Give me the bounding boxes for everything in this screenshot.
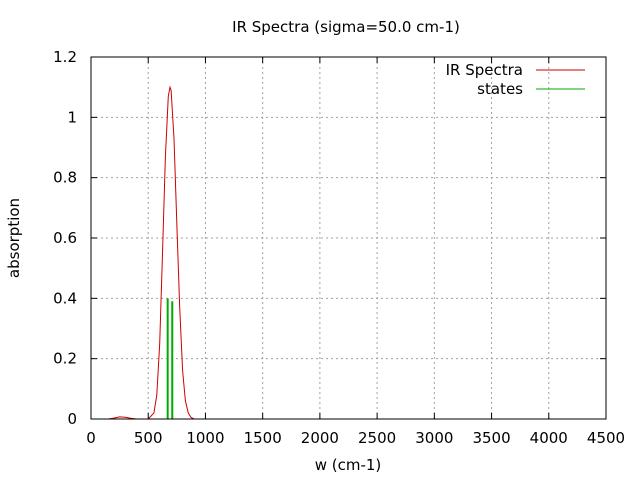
x-tick-label: 0 [86, 429, 96, 447]
plot-series [108, 85, 584, 420]
x-axis-label: w (cm-1) [315, 456, 382, 474]
y-tick-label: 1 [67, 108, 77, 126]
x-tick-label: 4000 [530, 429, 568, 447]
legend-label: states [477, 80, 523, 98]
y-tick-label: 0.8 [53, 169, 77, 187]
x-tick-label: 2000 [301, 429, 339, 447]
x-tick-label: 1500 [244, 429, 282, 447]
x-tick-label: 2500 [358, 429, 396, 447]
x-tick-label: 4500 [587, 429, 625, 447]
y-tick-label: 1.2 [53, 48, 77, 66]
chart-title: IR Spectra (sigma=50.0 cm-1) [232, 18, 460, 36]
x-tick-label: 500 [134, 429, 163, 447]
y-tick-label: 0.4 [53, 289, 77, 307]
y-tick-label: 0.6 [53, 229, 77, 247]
x-tick-label: 3000 [415, 429, 453, 447]
x-tick-label: 3500 [472, 429, 510, 447]
axis-ticks: 0 500 1000 1500 2000 2500 3000 3500 4000 4500 0 0.2… [53, 48, 625, 447]
x-tick-label: 1000 [186, 429, 224, 447]
legend-label: IR Spectra [446, 61, 523, 79]
ir-spectra-line [108, 85, 584, 420]
y-tick-label: 0.2 [53, 350, 77, 368]
y-tick-label: 0 [67, 410, 77, 428]
y-axis-label: absorption [5, 198, 23, 278]
